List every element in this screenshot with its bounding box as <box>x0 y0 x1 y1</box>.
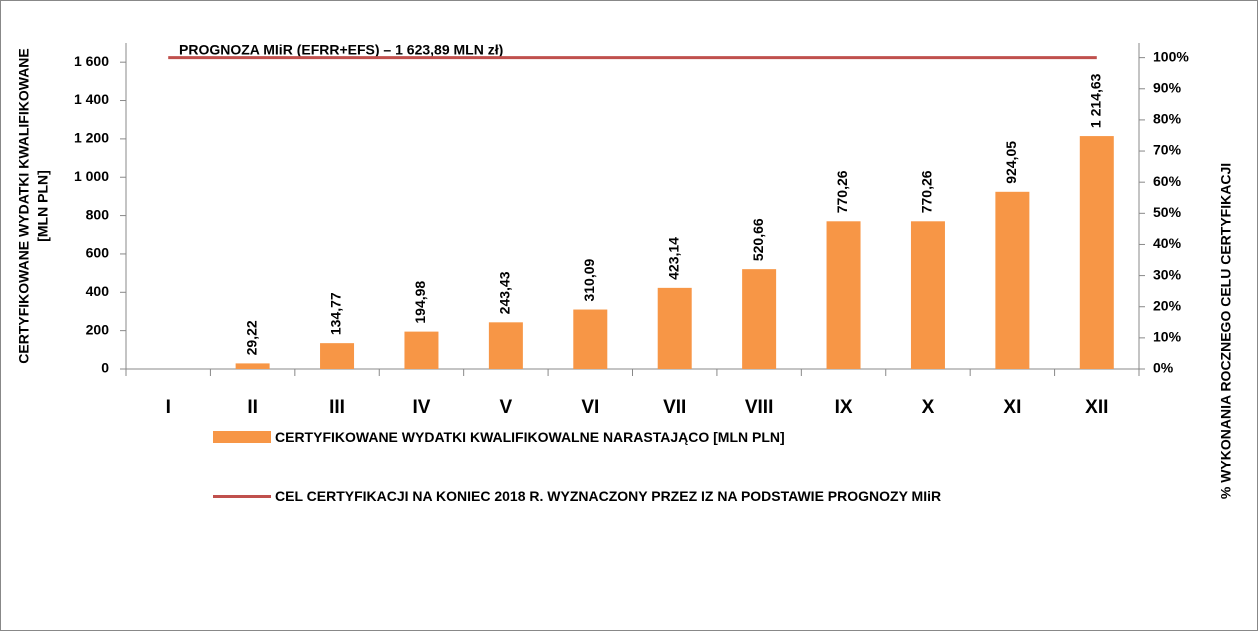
bar <box>1079 136 1114 369</box>
value-label: 1 214,63 <box>1087 73 1103 128</box>
y-tick-label: 1 200 <box>74 130 109 146</box>
y2-tick-label: 20% <box>1153 297 1182 313</box>
value-label: 243,43 <box>497 271 513 314</box>
legend-swatch <box>213 431 271 443</box>
y-tick-label: 1 400 <box>74 91 109 107</box>
x-tick-label: VI <box>581 397 599 418</box>
y-axis-label: [MLN PLN] <box>35 170 51 242</box>
y2-tick-label: 10% <box>1153 329 1182 345</box>
value-label: 194,98 <box>412 281 428 324</box>
bar <box>573 309 608 369</box>
y-tick-label: 800 <box>86 206 110 222</box>
x-tick-label: VIII <box>745 397 774 418</box>
x-tick-label: X <box>922 397 935 418</box>
value-label: 770,26 <box>919 170 935 213</box>
legend-item: CERTYFIKOWANE WYDATKI KWALIFIKOWALNE NAR… <box>213 429 785 445</box>
y-tick-label: 600 <box>86 245 110 261</box>
bar <box>320 343 355 369</box>
x-tick-label: I <box>166 397 171 418</box>
legend-item: CEL CERTYFIKACJI NA KONIEC 2018 R. WYZNA… <box>213 486 1093 506</box>
y-tick-label: 200 <box>86 321 110 337</box>
y-axis-label: CERTYFIKOWANE WYDATKI KWALIFIKOWANE <box>16 48 32 364</box>
value-label: 423,14 <box>665 237 681 280</box>
x-tick-label: IV <box>412 397 430 418</box>
value-label: 520,66 <box>750 218 766 261</box>
y2-tick-label: 60% <box>1153 173 1182 189</box>
y2-tick-label: 50% <box>1153 204 1182 220</box>
x-tick-label: VII <box>663 397 686 418</box>
legend-label: CERTYFIKOWANE WYDATKI KWALIFIKOWALNE NAR… <box>275 429 785 445</box>
annotation: PROGNOZA MIiR (EFRR+EFS) – 1 623,89 MLN … <box>179 42 503 58</box>
value-label: 310,09 <box>581 259 597 302</box>
x-tick-label: XII <box>1085 397 1108 418</box>
bar <box>742 269 777 369</box>
bar <box>488 322 523 369</box>
y-tick-label: 1 600 <box>74 53 109 69</box>
x-tick-label: V <box>500 397 513 418</box>
y2-axis-label: % WYKONANIA ROCZNEGO CELU CERTYFIKACJI <box>1218 163 1234 499</box>
value-label: 924,05 <box>1003 141 1019 184</box>
y2-tick-label: 0% <box>1153 360 1174 376</box>
x-tick-label: XI <box>1003 397 1021 418</box>
bar <box>404 331 439 369</box>
y-tick-label: 400 <box>86 283 110 299</box>
bar <box>235 363 270 369</box>
bar <box>657 287 692 369</box>
y2-tick-label: 80% <box>1153 111 1182 127</box>
legend-swatch <box>213 495 271 498</box>
legend-label: CEL CERTYFIKACJI NA KONIEC 2018 R. WYZNA… <box>275 488 942 504</box>
y2-tick-label: 100% <box>1153 48 1189 64</box>
value-label: 29,22 <box>243 320 259 355</box>
y2-tick-label: 70% <box>1153 142 1182 158</box>
bar <box>995 191 1030 369</box>
value-label: 134,77 <box>328 292 344 335</box>
x-tick-label: III <box>329 397 345 418</box>
x-tick-label: II <box>247 397 258 418</box>
y-tick-label: 0 <box>101 360 109 376</box>
bar <box>910 221 945 369</box>
y2-tick-label: 90% <box>1153 79 1182 95</box>
x-tick-label: IX <box>835 397 853 418</box>
value-label: 770,26 <box>834 170 850 213</box>
y2-tick-label: 40% <box>1153 235 1182 251</box>
bar <box>826 221 861 369</box>
y-tick-label: 1 000 <box>74 168 109 184</box>
y2-tick-label: 30% <box>1153 266 1182 282</box>
